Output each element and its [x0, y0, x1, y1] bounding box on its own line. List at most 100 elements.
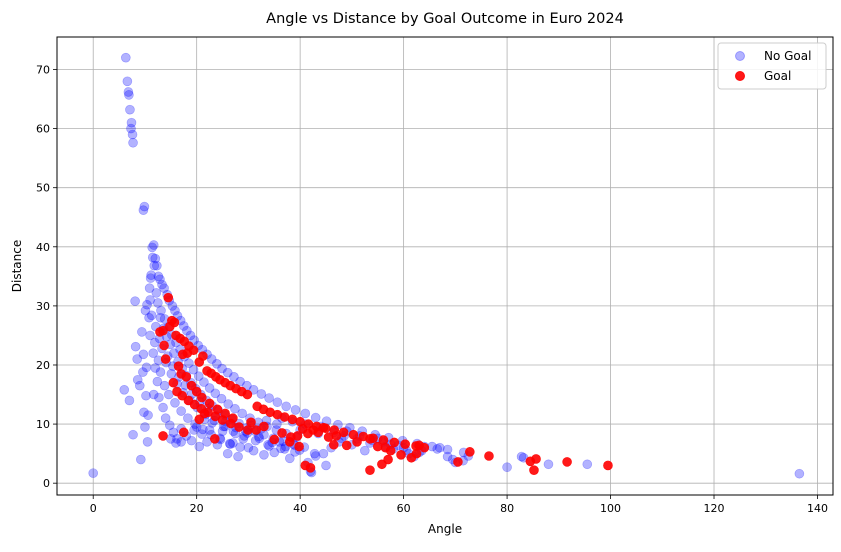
no-goal-point: [149, 337, 160, 348]
no-goal-point: [144, 312, 154, 323]
no-goal-point: [259, 450, 269, 460]
goal-point: [163, 292, 174, 303]
no-goal-point: [794, 468, 805, 479]
no-goal-point: [142, 437, 153, 447]
no-goal-point: [145, 295, 155, 305]
legend-box: [717, 42, 827, 90]
goal-point: [269, 434, 280, 445]
goal-point: [385, 445, 396, 456]
no-goal-point: [228, 438, 238, 448]
y-tick-label: 0: [43, 477, 50, 490]
no-goal-point: [235, 442, 245, 452]
no-goal-point: [216, 393, 227, 404]
no-goal-point: [148, 389, 159, 400]
no-goal-point: [138, 205, 149, 215]
goal-point: [234, 422, 244, 432]
grid: [57, 37, 833, 495]
no-goal-point: [158, 402, 168, 413]
no-goal-point: [127, 129, 138, 140]
no-goal-point: [237, 408, 248, 419]
legend-marker-no-goal: [735, 51, 745, 61]
x-tick-label: 100: [600, 502, 621, 515]
data-points: [88, 52, 805, 479]
no-goal-point: [126, 117, 137, 128]
no-goal-point: [264, 441, 274, 451]
no-goal-point: [276, 443, 286, 454]
legend-marker-goal: [735, 71, 745, 81]
no-goal-point: [217, 363, 227, 374]
no-goal-point: [309, 448, 320, 459]
no-goal-point: [139, 201, 150, 212]
no-goal-point: [163, 389, 174, 400]
goal-point: [168, 377, 179, 388]
no-goal-point: [176, 437, 186, 447]
no-goal-point: [171, 438, 181, 448]
no-goal-point: [284, 453, 295, 464]
no-goal-point: [225, 439, 236, 449]
goal-point: [294, 441, 304, 452]
x-tick-label: 0: [90, 502, 97, 515]
no-goal-point: [432, 444, 443, 454]
no-goal-point: [300, 408, 311, 419]
goal-point: [277, 428, 287, 438]
no-goal-point: [233, 451, 243, 462]
no-goal-point: [155, 274, 165, 285]
no-goal-point: [318, 448, 329, 459]
goal-point: [352, 437, 362, 447]
no-goal-point: [130, 296, 140, 306]
no-goal-point: [164, 420, 175, 431]
no-goal-point: [159, 380, 170, 391]
goal-point: [453, 457, 463, 467]
no-goal-point: [142, 299, 152, 310]
no-goal-point: [248, 445, 259, 456]
no-goal-point: [229, 372, 239, 382]
no-goal-point: [132, 374, 143, 385]
no-goal-point: [264, 393, 274, 403]
no-goal-point: [360, 445, 370, 456]
x-tick-label: 40: [293, 502, 307, 515]
no-goal-point: [170, 398, 180, 408]
goal-point: [204, 398, 215, 409]
no-goal-point: [238, 434, 249, 444]
no-goal-point: [189, 425, 199, 435]
no-goal-point: [128, 429, 138, 440]
no-goal-point: [150, 363, 161, 373]
no-goal-point: [199, 377, 209, 387]
x-tick-label: 60: [397, 502, 411, 515]
no-goal-point: [156, 305, 166, 316]
no-goal-point: [167, 301, 178, 311]
plot-area-frame: [56, 36, 834, 496]
no-goal-point: [194, 441, 205, 452]
no-goal-point: [146, 270, 156, 280]
goal-point: [531, 454, 541, 464]
no-goal-point: [145, 273, 156, 283]
no-goal-point: [193, 371, 204, 382]
no-goal-point: [138, 367, 148, 377]
no-goal-point: [153, 271, 164, 282]
goal-point: [328, 439, 339, 450]
y-axis-label: Distance: [10, 240, 24, 292]
goal-point: [484, 451, 494, 461]
no-goal-point: [137, 327, 147, 337]
no-goal-point: [148, 348, 159, 358]
y-tick-label: 30: [36, 300, 50, 313]
no-goal-point: [166, 369, 177, 379]
no-goal-point: [186, 435, 197, 446]
chart-title: Angle vs Distance by Goal Outcome in Eur…: [266, 11, 624, 27]
no-goal-point: [138, 349, 149, 360]
goal-point: [159, 340, 169, 351]
no-goal-point: [121, 52, 131, 63]
x-tick-label: 140: [807, 502, 828, 515]
no-goal-point: [140, 305, 151, 316]
no-goal-point: [125, 104, 135, 115]
no-goal-point: [224, 438, 235, 449]
goal-point: [177, 349, 188, 360]
no-goal-point: [160, 413, 171, 423]
no-goal-point: [132, 354, 142, 364]
goal-point: [396, 450, 406, 460]
goal-point: [562, 457, 572, 467]
no-goal-point: [122, 76, 133, 87]
no-goal-point: [222, 448, 233, 459]
no-goal-point: [126, 123, 136, 134]
